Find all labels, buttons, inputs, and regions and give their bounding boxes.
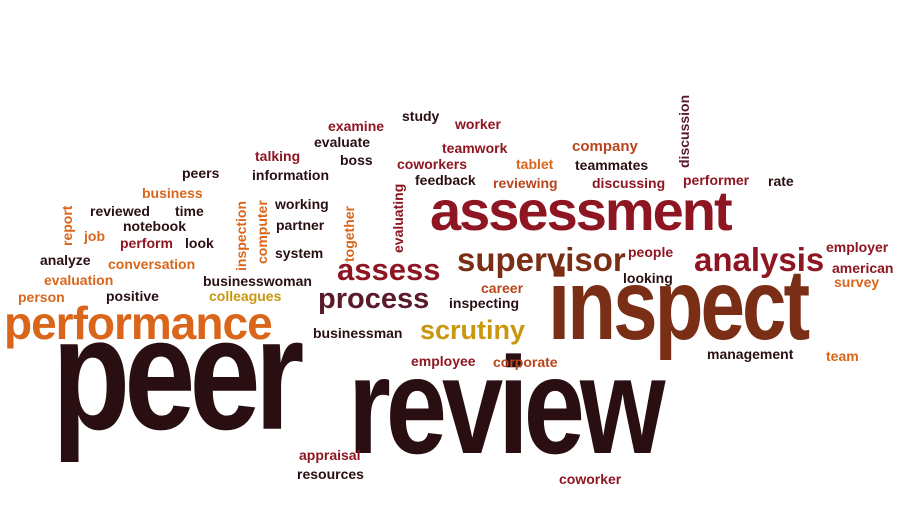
word-teamwork: teamwork — [442, 140, 508, 156]
word-team: team — [826, 348, 859, 364]
word-american: american — [832, 260, 894, 276]
word-evaluate: evaluate — [314, 134, 371, 150]
word-perform: perform — [120, 235, 173, 251]
word-reviewing: reviewing — [493, 175, 558, 191]
word-conversation: conversation — [108, 256, 196, 272]
word-discussing: discussing — [592, 175, 666, 191]
word-employer: employer — [826, 239, 889, 255]
word-coworkers: coworkers — [397, 156, 468, 172]
word-evaluation: evaluation — [44, 272, 114, 288]
word-people: people — [628, 244, 674, 260]
word-peer: peer — [52, 285, 304, 464]
word-tablet: tablet — [516, 156, 554, 172]
word-assessment: assessment — [430, 179, 733, 242]
word-teammates: teammates — [575, 157, 649, 173]
word-company: company — [572, 138, 638, 155]
word-review: review — [348, 329, 665, 483]
word-looking: looking — [623, 270, 673, 286]
word-performance: performance — [4, 297, 273, 349]
word-partner: partner — [276, 217, 325, 233]
word-examine: examine — [328, 118, 385, 134]
word-businessman: businessman — [313, 325, 403, 341]
word-look: look — [185, 235, 214, 251]
word-management: management — [707, 346, 794, 362]
word-working: working — [275, 196, 329, 212]
word-supervisor: supervisor — [457, 241, 626, 278]
word-business: business — [142, 185, 203, 201]
word-computer: computer — [254, 200, 270, 264]
word-system: system — [275, 245, 324, 261]
word-performer: performer — [683, 172, 750, 188]
word-appraisal: appraisal — [299, 447, 361, 463]
word-analysis: analysis — [694, 241, 825, 278]
word-person: person — [18, 289, 65, 305]
word-inspection: inspection — [233, 200, 249, 271]
word-report: report — [59, 205, 75, 246]
word-together: together — [341, 206, 357, 262]
word-process: process — [318, 283, 430, 315]
word-notebook: notebook — [123, 218, 186, 234]
word-coworker: coworker — [559, 471, 622, 487]
word-positive: positive — [106, 288, 159, 304]
word-colleagues: colleagues — [209, 288, 282, 304]
word-information: information — [252, 167, 329, 183]
word-reviewed: reviewed — [90, 203, 150, 219]
word-worker: worker — [455, 116, 501, 132]
word-corporate: corporate — [493, 354, 558, 370]
word-peers: peers — [182, 165, 220, 181]
word-study: study — [402, 108, 440, 124]
word-analyze: analyze — [40, 252, 91, 268]
word-evaluating: evaluating — [390, 183, 406, 253]
word-scrutiny: scrutiny — [420, 315, 526, 345]
word-job: job — [84, 228, 105, 244]
word-feedback: feedback — [415, 172, 476, 188]
word-businesswoman: businesswoman — [203, 273, 312, 289]
word-survey: survey — [834, 274, 880, 290]
word-resources: resources — [297, 466, 364, 482]
word-boss: boss — [340, 152, 373, 168]
word-discussion: discussion — [676, 94, 692, 168]
word-time: time — [175, 203, 204, 219]
word-assess: assess — [337, 252, 441, 287]
word-talking: talking — [255, 148, 301, 164]
word-career: career — [481, 280, 524, 296]
word-rate: rate — [768, 173, 794, 189]
word-inspect: inspect — [548, 248, 810, 360]
word-employee: employee — [411, 353, 476, 369]
word-inspecting: inspecting — [449, 295, 520, 311]
